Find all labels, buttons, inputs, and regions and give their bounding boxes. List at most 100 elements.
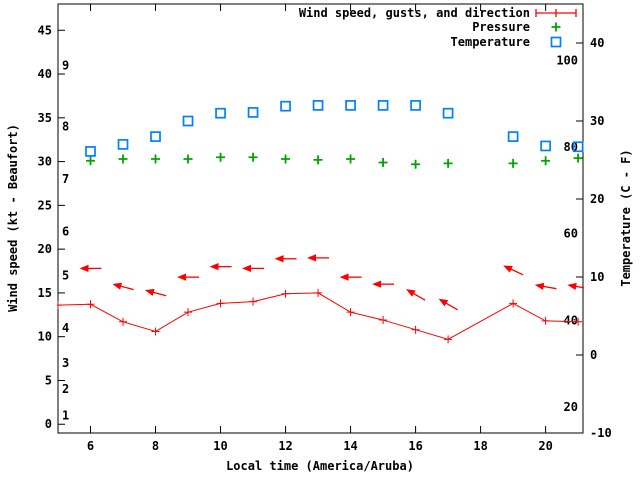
pressure-marker	[443, 158, 453, 168]
gust-arrow	[406, 289, 426, 301]
beaufort-label: 5	[62, 268, 69, 282]
left-axis-title: Wind speed (kt - Beaufort)	[6, 124, 20, 312]
x-tick-label: 6	[87, 439, 94, 453]
temperature-marker	[377, 100, 389, 111]
gust-arrow	[339, 273, 362, 281]
beaufort-label: 7	[62, 172, 69, 186]
wind-point-marker	[119, 317, 128, 326]
c-tick-label: 20	[590, 192, 604, 206]
temperature-marker	[85, 146, 96, 157]
wind-point-marker	[379, 316, 388, 325]
gust-arrow	[242, 264, 265, 273]
temperature-marker	[247, 107, 259, 118]
x-tick-label: 20	[538, 439, 552, 453]
gust-arrow	[567, 282, 584, 290]
legend-label-temperature: Temperature	[450, 35, 530, 49]
temperature-marker	[507, 131, 519, 142]
pressure-marker	[118, 154, 128, 164]
pressure-marker	[151, 154, 161, 164]
temperature-marker	[150, 131, 161, 142]
kt-tick-label: 35	[38, 111, 52, 125]
pressure-marker	[508, 158, 518, 168]
gust-arrow	[112, 282, 134, 291]
fahrenheit-label: 60	[564, 227, 578, 241]
c-tick-label: 0	[590, 348, 597, 362]
pressure-marker	[313, 155, 323, 165]
pressure-marker	[216, 152, 226, 162]
wind-point-marker	[574, 317, 583, 326]
gust-arrow	[534, 282, 557, 290]
x-tick-label: 8	[152, 439, 159, 453]
fahrenheit-label: 100	[556, 53, 578, 67]
wind-point-marker	[281, 289, 290, 298]
x-tick-label: 16	[408, 439, 422, 453]
kt-tick-label: 25	[38, 198, 52, 212]
c-tick-label: 40	[590, 36, 604, 50]
x-tick-label: 18	[473, 439, 487, 453]
wind-point-marker	[216, 299, 225, 308]
temperature-marker	[312, 100, 324, 111]
wind-point-marker	[57, 301, 62, 310]
legend-sample-pressure	[551, 22, 561, 32]
wind-point-marker	[411, 325, 420, 334]
right-axis-title: Temperature (C - F)	[619, 149, 633, 287]
pressure-marker	[346, 154, 356, 164]
pressure-marker	[248, 152, 258, 162]
temperature-marker	[182, 115, 194, 127]
gust-arrow	[79, 264, 102, 273]
beaufort-label: 3	[62, 356, 69, 370]
plot-border	[57, 3, 584, 434]
wind-point-marker	[509, 299, 518, 308]
gust-arrow	[144, 288, 167, 297]
kt-tick-label: 20	[38, 242, 52, 256]
pressure-marker	[183, 154, 193, 164]
temperature-marker	[442, 107, 454, 119]
pressure-marker	[281, 154, 291, 164]
x-tick-label: 14	[343, 439, 357, 453]
gust-arrow	[307, 254, 330, 262]
kt-tick-label: 30	[38, 155, 52, 169]
x-tick-label: 10	[213, 439, 227, 453]
beaufort-label: 2	[62, 382, 69, 396]
x-tick-label: 12	[278, 439, 292, 453]
wind-point-marker	[541, 316, 550, 325]
fahrenheit-label: 40	[564, 313, 578, 327]
beaufort-label: 1	[62, 408, 69, 422]
kt-tick-label: 5	[45, 373, 52, 387]
c-tick-label: -10	[590, 426, 612, 440]
wind-point-marker	[86, 300, 95, 309]
kt-tick-label: 15	[38, 286, 52, 300]
fahrenheit-label: 20	[564, 400, 578, 414]
x-axis-title: Local time (America/Aruba)	[226, 459, 414, 473]
beaufort-label: 6	[62, 225, 69, 239]
legend-sample-temperature	[550, 36, 562, 48]
legend-label-pressure: Pressure	[472, 20, 530, 34]
gust-arrow	[177, 273, 200, 281]
kt-tick-label: 40	[38, 67, 52, 81]
pressure-marker	[541, 156, 551, 166]
pressure-marker	[378, 157, 388, 167]
temperature-marker	[215, 107, 226, 119]
wind-point-marker	[314, 288, 323, 297]
beaufort-label: 4	[62, 321, 69, 335]
wind-point-marker	[444, 335, 453, 344]
kt-tick-label: 10	[38, 330, 52, 344]
temperature-marker	[572, 141, 584, 153]
temperature-marker	[410, 100, 421, 111]
legend-sample-wind	[535, 9, 577, 17]
kt-tick-label: 0	[45, 417, 52, 431]
gust-arrow	[438, 298, 458, 311]
c-tick-label: 30	[590, 114, 604, 128]
gust-arrow	[209, 263, 232, 271]
c-tick-label: 10	[590, 270, 604, 284]
wind-point-marker	[184, 308, 193, 317]
pressure-marker	[573, 153, 583, 163]
beaufort-label: 8	[62, 120, 69, 134]
series-group	[57, 100, 584, 344]
wind-speed-line	[57, 292, 579, 340]
temperature-marker	[540, 140, 551, 152]
pressure-marker	[86, 156, 96, 166]
pressure-marker	[411, 159, 421, 169]
